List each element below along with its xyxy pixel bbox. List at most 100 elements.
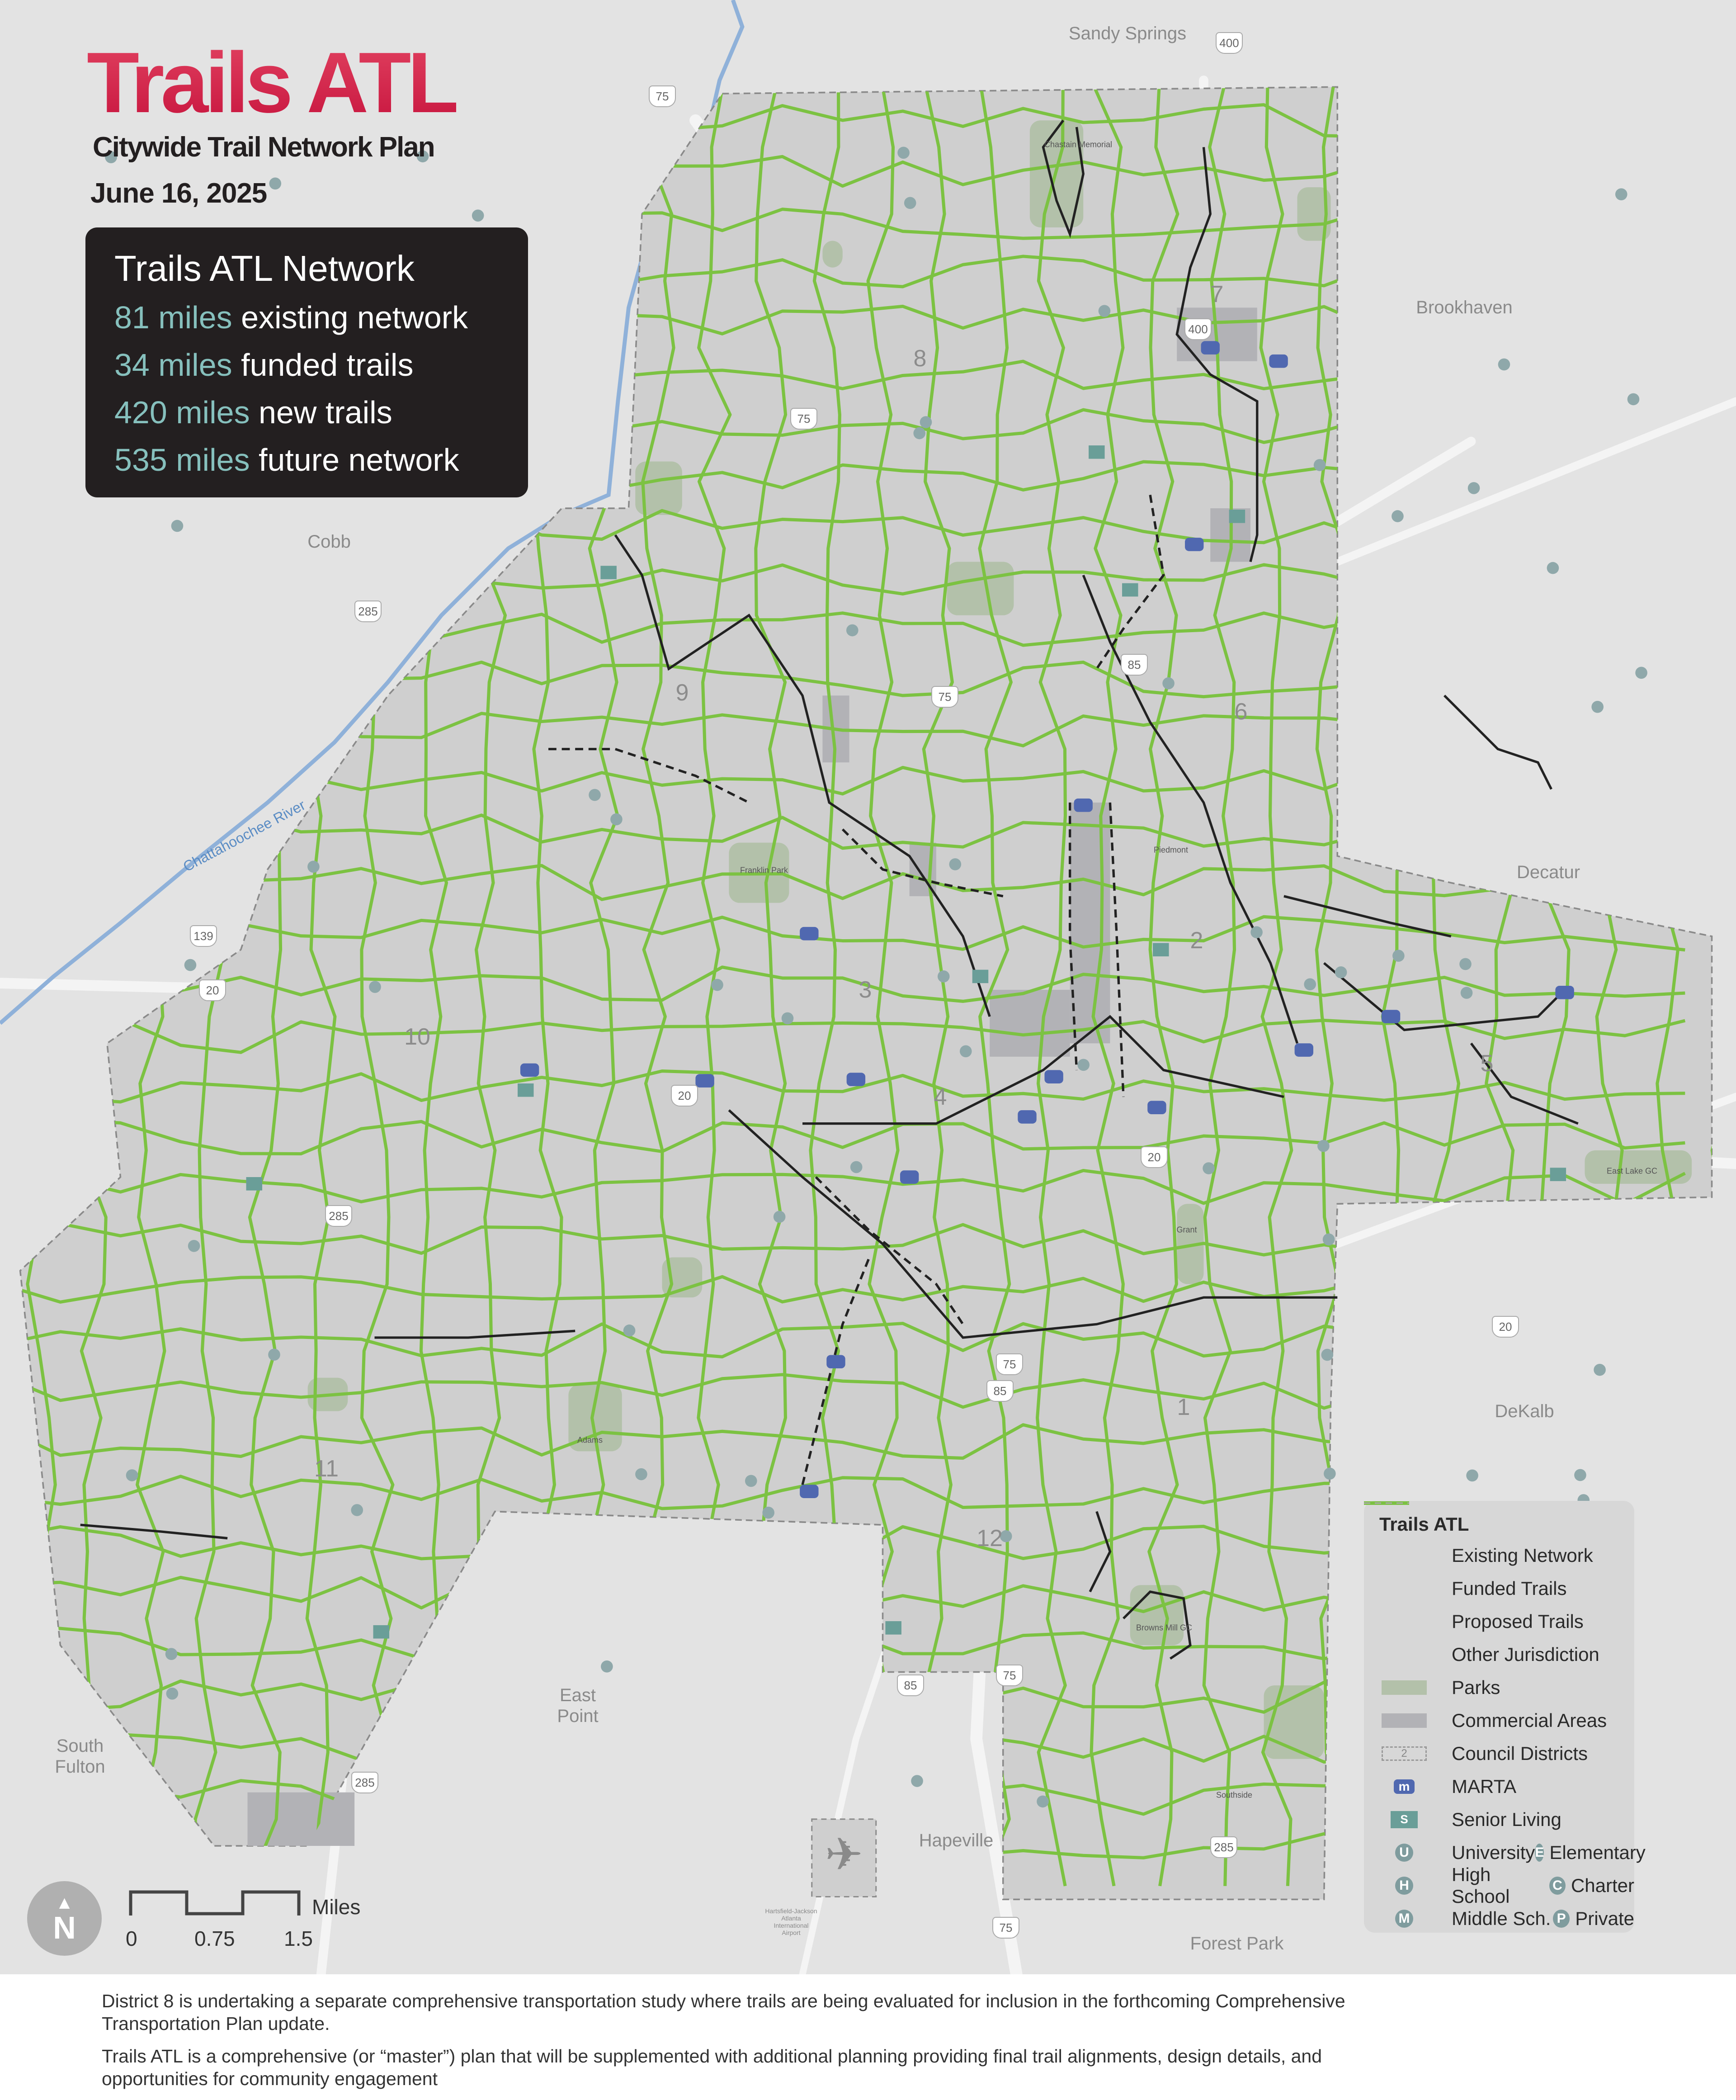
school-icon <box>937 970 950 983</box>
senior-living-icon <box>972 970 989 984</box>
park-area <box>568 1384 622 1452</box>
highway-shield: 285 <box>1210 1836 1237 1858</box>
airplane-icon: ✈ <box>825 1829 863 1880</box>
school-icon <box>762 1506 775 1519</box>
senior-living-icon <box>1153 943 1169 956</box>
park-label: Southside <box>1216 1790 1253 1800</box>
proposed-trail <box>1708 87 1712 1887</box>
place-label: DeKalb <box>1495 1401 1554 1421</box>
senior-living-icon <box>1229 509 1245 523</box>
existing-network <box>80 119 1579 1660</box>
highway-shield: 20 <box>199 979 226 1001</box>
charter-icon: C <box>1549 1876 1566 1895</box>
district-number: 3 <box>859 977 872 1003</box>
school-icon <box>1203 1162 1215 1174</box>
place-label: Hapeville <box>919 1830 994 1850</box>
existing-trail <box>728 1109 1338 1339</box>
school-icon <box>472 209 484 222</box>
map-canvas: ✈ <box>0 0 1736 1974</box>
school-icon <box>1037 1795 1049 1808</box>
senior-living-icon <box>246 1177 263 1191</box>
highway-shield: 285 <box>325 1205 352 1227</box>
district-number: 7 <box>1210 281 1224 307</box>
scale-tick: 0.75 <box>194 1927 235 1950</box>
marta-icon <box>1555 986 1574 999</box>
marta-icon <box>1185 538 1204 551</box>
place-label: South Fulton <box>55 1736 105 1777</box>
legend-districts: 2 Council Districts <box>1379 1737 1634 1770</box>
place-label: Cobb <box>307 532 351 552</box>
school-icon <box>623 1324 636 1337</box>
school-icon <box>307 861 320 873</box>
network-stats-box: Trails ATL Network 81 miles existing net… <box>85 227 528 497</box>
school-icon <box>601 1660 613 1673</box>
footer-note: District 8 is undertaking a separate com… <box>102 1991 1345 2034</box>
elementary-icon: E <box>1535 1843 1544 1862</box>
marta-icon <box>1381 1010 1401 1023</box>
proposed-trail <box>1202 87 1236 1886</box>
legend-existing: Existing Network <box>1364 1502 1634 1572</box>
park-label: Browns Mill GC <box>1136 1623 1193 1632</box>
marta-icon <box>1044 1070 1063 1083</box>
proposed-trail <box>978 87 1013 1887</box>
school-icon <box>711 979 723 991</box>
senior-living-icon <box>1550 1168 1566 1181</box>
middle-school-icon: M <box>1395 1909 1413 1928</box>
school-icon <box>166 1687 179 1700</box>
school-icon <box>1392 950 1405 962</box>
highway-shield: 285 <box>354 601 382 622</box>
highway-shield: 75 <box>996 1665 1023 1686</box>
school-icon <box>1317 1140 1330 1152</box>
highway-shield: 75 <box>790 408 817 430</box>
proposed-trail <box>20 1069 1685 1104</box>
senior-living-icon <box>600 566 617 579</box>
highway-shield: 20 <box>1492 1316 1519 1338</box>
park-area <box>635 461 682 515</box>
legend-other: Other Jurisdiction <box>1364 1502 1634 1671</box>
school-icon <box>911 1775 923 1787</box>
funded-trail <box>548 747 750 804</box>
senior-living-icon <box>373 1625 390 1639</box>
legend-parks: Parks <box>1379 1671 1634 1704</box>
airport-label: Hartsfield-Jackson Atlanta International… <box>765 1907 817 1937</box>
park-label: Chastain Memorial <box>1044 140 1113 149</box>
existing-trail <box>614 534 991 1017</box>
highway-shield: 85 <box>897 1674 924 1696</box>
marta-icon <box>826 1355 845 1369</box>
funded-trail <box>841 828 1004 898</box>
school-icon <box>171 520 184 532</box>
district-number: 1 <box>1177 1394 1190 1420</box>
school-icon <box>1466 1469 1478 1482</box>
marta-icon <box>800 927 819 941</box>
school-icon <box>846 624 859 637</box>
school-icon <box>1321 1348 1334 1361</box>
highway-shield: 285 <box>351 1772 378 1793</box>
existing-trail <box>1082 574 1299 1044</box>
commercial-area <box>247 1792 355 1846</box>
park-label: Franklin Park <box>740 866 788 875</box>
points-of-interest <box>105 147 1647 1808</box>
park-area <box>947 562 1014 615</box>
district-boundary-icon: 2 <box>1379 1745 1429 1763</box>
school-icon <box>1460 987 1473 999</box>
marta-icon <box>695 1074 714 1088</box>
highway-shield: 75 <box>931 686 958 708</box>
stat-existing: 81 miles existing network <box>114 300 468 335</box>
stat-future: 535 miles future network <box>114 442 459 478</box>
city-boundary <box>19 86 1713 1901</box>
stat-funded: 34 miles funded trails <box>114 347 414 383</box>
marta-icon <box>900 1170 919 1184</box>
school-icon <box>165 1648 178 1660</box>
highway-shield: 75 <box>992 1917 1019 1939</box>
proposed-trail <box>20 1017 1686 1054</box>
proposed-trail <box>20 1168 1686 1206</box>
school-icon <box>369 981 381 993</box>
school-icon <box>351 1504 363 1516</box>
scale-tick: 0 <box>126 1927 137 1950</box>
school-icon <box>105 151 117 164</box>
funded-trail <box>1095 495 1165 670</box>
senior-living-icon: S <box>1379 1811 1429 1829</box>
proposed-trail <box>1036 87 1067 1887</box>
marta-icon <box>1074 798 1093 812</box>
school-icon <box>1335 966 1347 979</box>
